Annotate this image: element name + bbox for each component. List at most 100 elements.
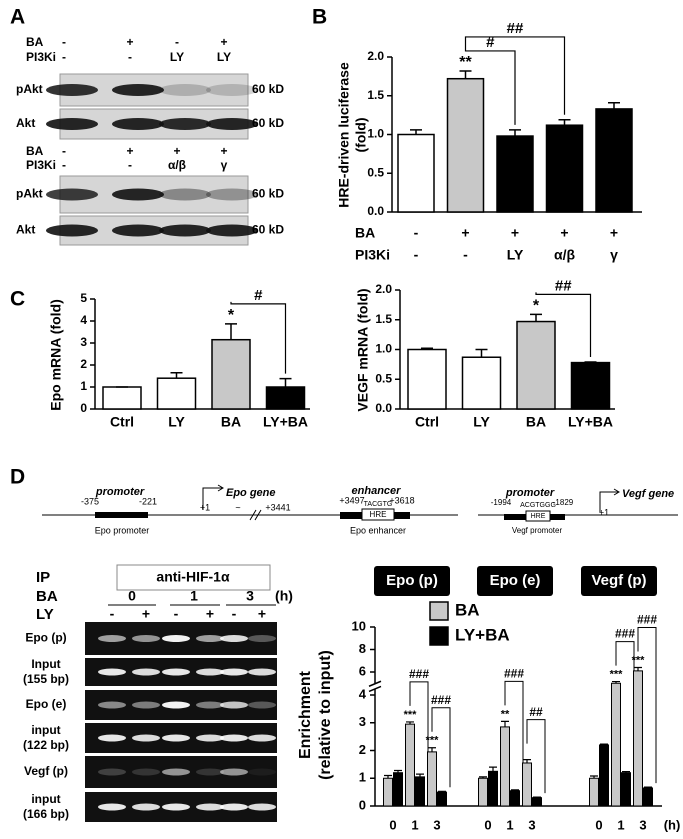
band [196,803,224,811]
legend-swatch [429,601,449,621]
band [220,668,248,676]
comparison-bracket [409,681,429,771]
y-axis-label: HRE-driven luciferase [336,62,352,208]
promoter-region [95,512,148,518]
y-tick-label: 0.0 [367,204,384,218]
bar [599,744,609,807]
bar [570,361,611,410]
row-label: LY [36,606,54,623]
condition-label: - [62,35,66,49]
panel-label: C [10,288,25,311]
bar [437,791,447,807]
band [206,118,258,130]
y-tick-label: 0.5 [367,165,384,179]
error-bar [509,129,521,137]
y-tick-label: 2.0 [375,282,392,296]
region-name: Epo enhancer [350,525,406,535]
condition-label: 1 [190,588,198,604]
x-tick-label: LY+BA [263,414,308,430]
band-size: 60 kD [252,223,284,237]
band [112,188,164,201]
error-bar [511,789,519,791]
error-bar [634,666,642,671]
region-title: promoter [505,487,555,499]
ip-label: IP [36,569,50,586]
band [46,224,98,237]
y-tick-label: 8 [359,641,366,656]
band [196,768,224,776]
y-tick-label: 2 [80,357,87,371]
error-bar [584,361,597,363]
bar [643,787,653,807]
bar [265,386,306,410]
lane-label: (122 bp) [23,738,69,752]
band [46,188,98,201]
motif: TACGTG [364,501,393,508]
band [162,635,190,642]
position: +3618 [389,495,414,505]
group-header: Epo (p) [386,572,438,589]
condition-label: γ [221,158,228,172]
condition-label: + [142,606,150,622]
condition-label: - [128,50,132,64]
bar [405,723,415,807]
band-label: Akt [16,223,35,237]
y-tick-label: 1.5 [375,312,392,326]
error-bar [612,680,620,684]
hre-box [361,508,395,521]
significance: *** [426,735,440,747]
bar [595,108,633,213]
comparison-bracket [526,719,546,794]
comparison-bracket [535,292,592,357]
band [162,668,190,676]
bar [102,386,142,410]
y-tick-label: 3 [359,714,366,729]
band [206,188,258,201]
significance: *** [610,668,624,680]
axis-break [249,509,262,521]
y-tick-label: 1.5 [367,88,384,102]
error-bar [644,786,652,788]
significance: ** [459,54,472,71]
lane-label: Input [31,657,60,671]
comparison-label: ### [637,613,657,627]
comparison-bracket [637,627,657,784]
y-axis-label: (relative to input) [317,650,334,780]
condition-label: + [560,225,568,241]
band [206,84,258,96]
condition-label: + [258,606,266,622]
significance: * [228,307,235,324]
band-label: Akt [16,116,35,130]
error-bar [523,759,531,763]
band [132,768,160,776]
bar [621,772,631,807]
error-bar [410,129,422,135]
tss-arrow [202,487,222,510]
band [98,635,126,642]
position: +1 [200,502,210,512]
bar [383,777,393,807]
condition-label: LY [507,247,524,263]
x-tick-label: Ctrl [415,414,439,430]
antibody: anti-HIF-1α [156,569,230,585]
band [46,84,98,96]
error-bar [501,720,509,727]
gene-diagram: promoter -375 -221 Epo promoter Epo gene… [42,484,678,535]
error-bar [279,377,292,387]
y-tick-label: 5 [80,291,87,305]
row-label: BA [26,35,44,49]
band [132,668,160,676]
y-tick-label: 4 [359,686,367,701]
band [162,768,190,776]
condition-label: + [220,35,227,49]
condition-label: - [232,606,237,622]
x-tick-label: 3 [528,817,535,832]
row-label: PI3Ki [26,50,56,64]
error-bar [459,70,472,79]
band [159,118,211,130]
bar [211,338,251,410]
group-header: Epo (e) [490,572,541,589]
x-tick-label: BA [221,414,241,430]
band [196,701,224,709]
error-bar [530,313,542,322]
